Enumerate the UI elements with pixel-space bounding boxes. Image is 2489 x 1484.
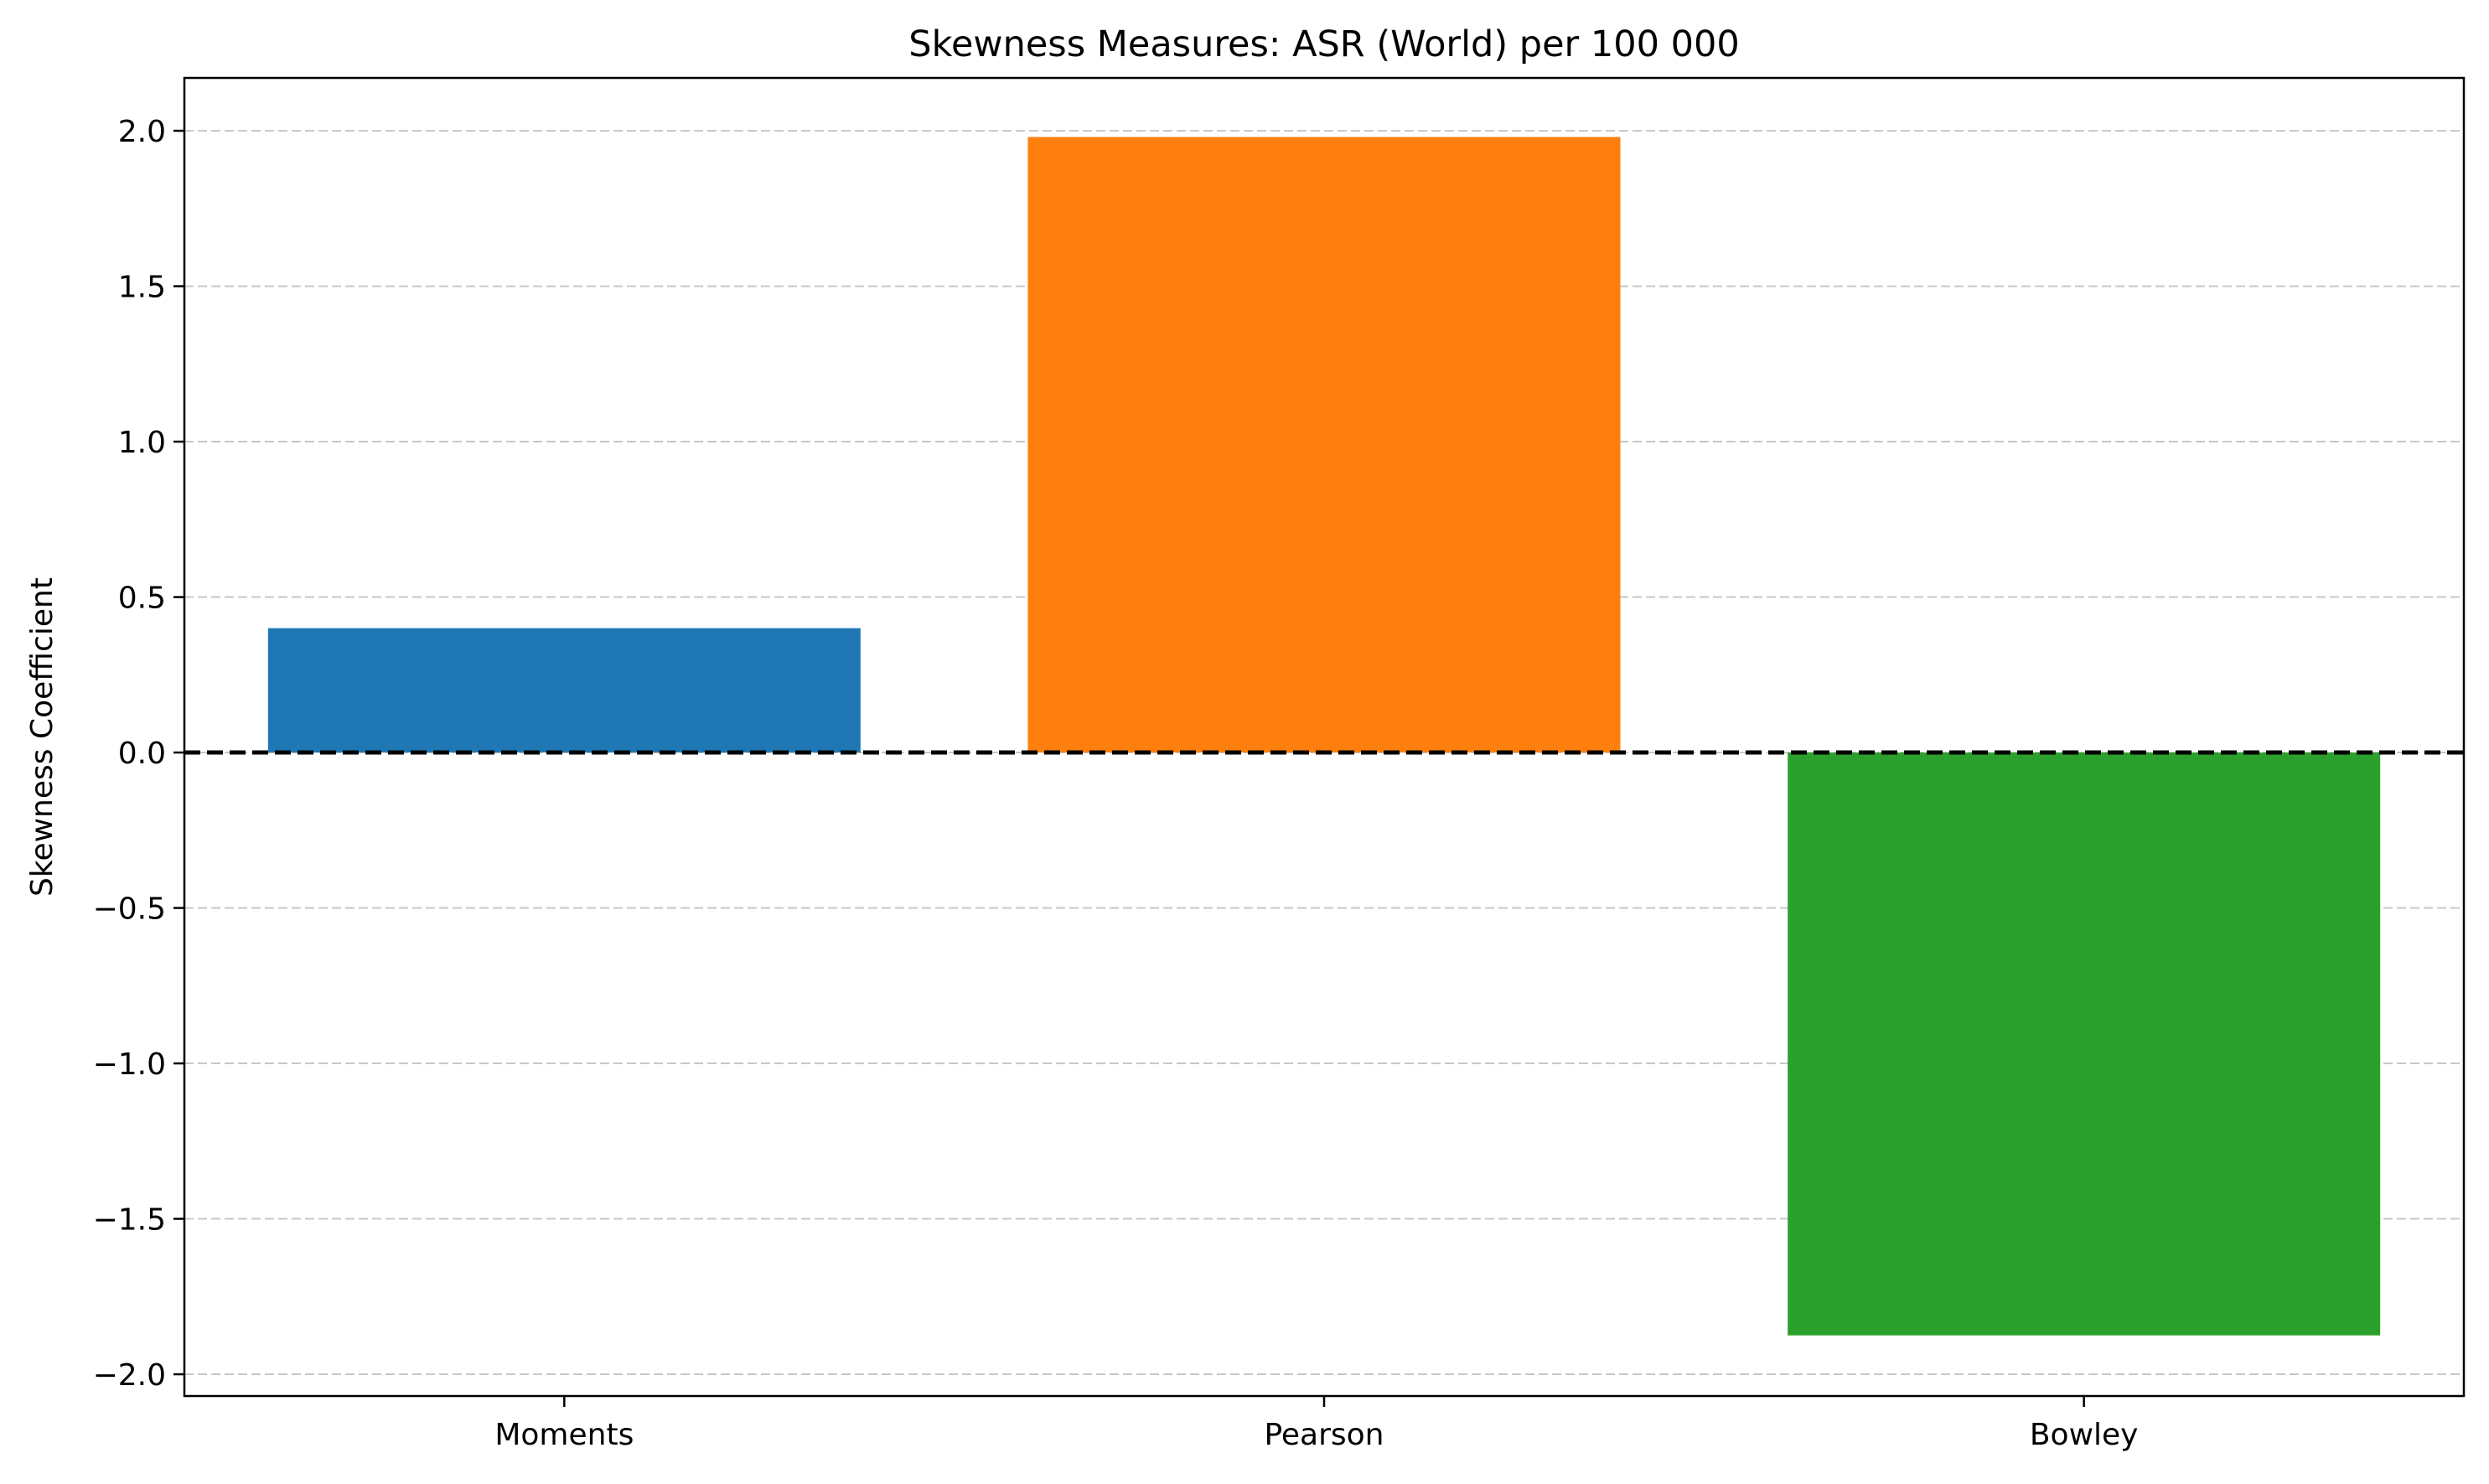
chart-title: Skewness Measures: ASR (World) per 100 0…: [908, 23, 1739, 65]
y-tick-label: 0.5: [118, 582, 166, 616]
bars: [267, 137, 2381, 1336]
y-tick-label: 0.0: [118, 737, 166, 771]
y-tick-label: −2.0: [93, 1358, 166, 1393]
y-tick-label: −1.0: [93, 1047, 166, 1082]
bar-bowley: [1788, 752, 2381, 1336]
y-tick-label: 1.5: [118, 271, 166, 305]
y-tick-label: −0.5: [93, 892, 166, 927]
y-tick-label: 2.0: [118, 115, 166, 149]
x-tick-label-moments: Moments: [494, 1418, 634, 1452]
x-tick-label-bowley: Bowley: [2030, 1418, 2139, 1452]
bar-moments: [267, 628, 861, 753]
y-axis-label: Skewness Coefficient: [25, 577, 60, 897]
y-axis-ticks: −2.0 −1.5 −1.0 −0.5 0.0 0.5 1.0 1.5 2.0: [93, 115, 184, 1393]
y-tick-label: 1.0: [118, 426, 166, 460]
x-axis-ticks: Moments Pearson Bowley: [494, 1396, 2138, 1452]
x-tick-label-pearson: Pearson: [1264, 1418, 1384, 1452]
y-tick-label: −1.5: [93, 1203, 166, 1238]
bar-pearson: [1027, 137, 1621, 753]
